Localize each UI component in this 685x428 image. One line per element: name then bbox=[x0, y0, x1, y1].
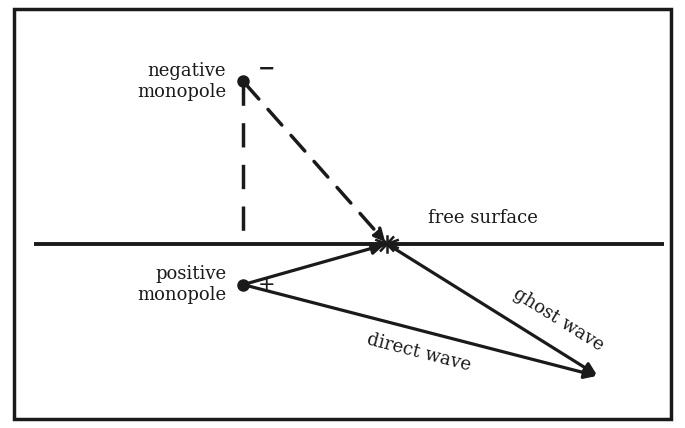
Text: +: + bbox=[258, 275, 276, 294]
Text: −: − bbox=[258, 59, 276, 78]
Text: direct wave: direct wave bbox=[365, 330, 473, 374]
Text: positive
monopole: positive monopole bbox=[137, 265, 226, 304]
Text: ghost wave: ghost wave bbox=[510, 284, 607, 354]
Text: negative
monopole: negative monopole bbox=[137, 62, 226, 101]
Text: free surface: free surface bbox=[428, 209, 538, 227]
